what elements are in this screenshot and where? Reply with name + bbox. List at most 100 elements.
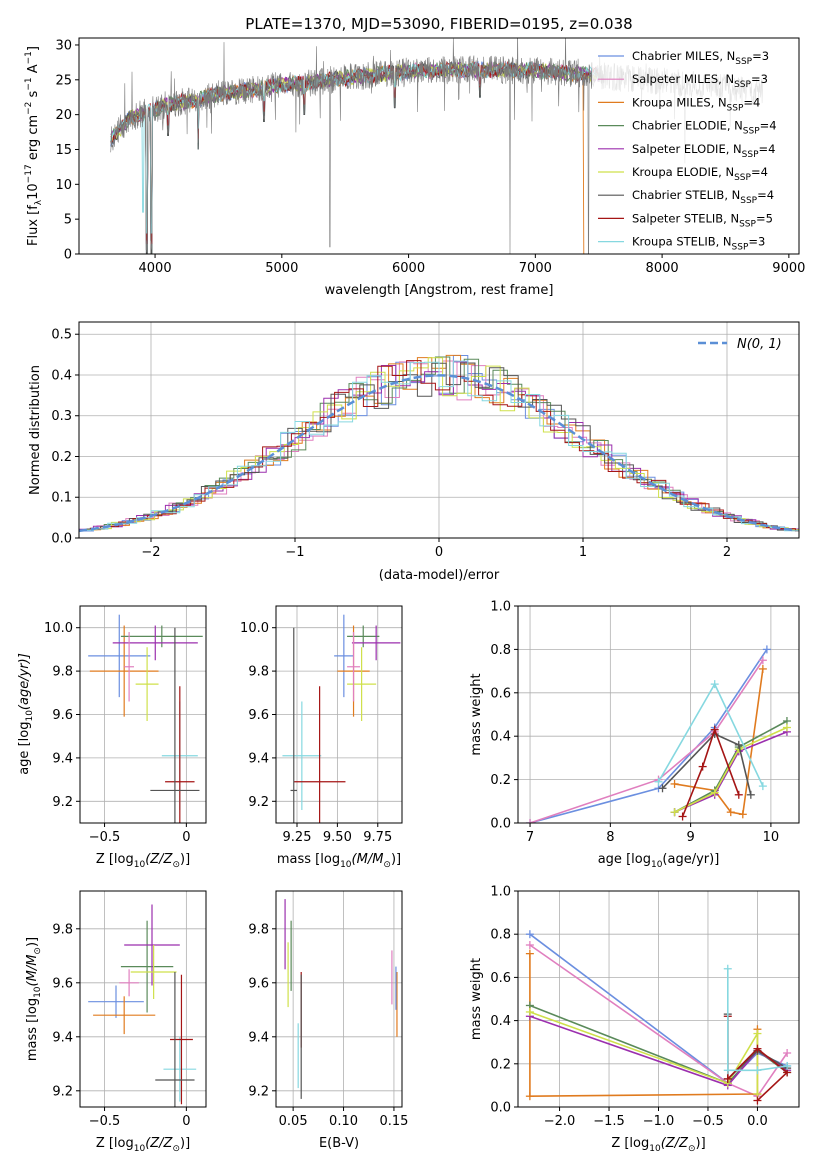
- x-axis-label: Z [log10​(Z/Z⊙​)]: [611, 1136, 705, 1154]
- x-axis-label-part: Z [log: [96, 1136, 134, 1151]
- tick-label-x: 9.25: [283, 830, 312, 845]
- tick-label-y: 9.6: [248, 708, 269, 723]
- plot-area-massweight-vs-Z: [525, 930, 792, 1105]
- y-axis-label-part: (age/yr)]: [17, 653, 32, 710]
- tick-label-y: 0.2: [490, 773, 511, 788]
- errorbar-point: [120, 920, 174, 1013]
- tick-label-y: 1.0: [490, 600, 511, 615]
- errorbar-point: [120, 625, 203, 648]
- tick-label-x: 7: [526, 830, 534, 845]
- legend-entry: Chabrier STELIB, NSSP​=4: [632, 188, 774, 206]
- tick-label-y: 9.4: [52, 1030, 73, 1045]
- model-line: [110, 60, 599, 244]
- series-line: [674, 731, 788, 813]
- axes-frame-mass-vs-EBV: 0.05 0.10 0.15 9.2 9.4 9.6 9.8 E(B-V): [248, 890, 408, 1151]
- tick-label-x: 1: [579, 545, 587, 560]
- legend-entry-part: SSP: [739, 219, 756, 229]
- series-line: [529, 648, 768, 823]
- legend-entry-part: Kroupa MILES, N: [632, 95, 727, 109]
- tick-label-y: 0: [64, 248, 72, 263]
- legend-entry-part: Salpeter STELIB, N: [632, 211, 739, 225]
- x-axis-label-part: ⊙: [688, 1144, 696, 1154]
- tick-label-x: 10: [763, 830, 780, 845]
- errorbar-point: [351, 625, 401, 661]
- y-axis-label-part: A: [26, 64, 41, 77]
- tick-label-x: 9000: [772, 261, 805, 276]
- series-marker: [678, 812, 687, 821]
- histogram-step: [89, 360, 799, 532]
- series-marker: [525, 1007, 534, 1016]
- series-line: [674, 720, 788, 813]
- tick-label-x: −2: [141, 545, 160, 560]
- x-axis-label-part: (data-model)/error: [379, 568, 500, 583]
- y-axis-label-part: (M/M: [25, 955, 40, 987]
- series-marker: [723, 1074, 732, 1083]
- tick-label-y: 9.4: [52, 751, 73, 766]
- tick-label-x: −0.5: [89, 1114, 121, 1129]
- axes-frame: [78, 37, 800, 255]
- tick-label-y: 9.2: [248, 795, 269, 810]
- series-line: [529, 1011, 759, 1094]
- tick-label-x: −1.0: [643, 1114, 675, 1129]
- tick-label-y: 25: [55, 73, 72, 88]
- legend-entry-part: Salpeter MILES, N: [632, 72, 734, 86]
- x-axis-label: Z [log10​(Z/Z⊙​)]: [96, 852, 190, 870]
- y-axis-label-part: Normed distribution: [28, 365, 43, 495]
- tick-label-y: 0.2: [490, 1057, 511, 1072]
- x-axis-label-part: (Z/Z: [661, 1136, 689, 1151]
- errorbar-point: [88, 985, 144, 1018]
- tick-label-x: 0.10: [329, 1114, 358, 1129]
- x-axis-label-part: E(B-V): [319, 1136, 359, 1151]
- x-axis-label-part: (age/yr)]: [662, 852, 719, 867]
- axes-massweight-vs-Z: −2.0 −1.5 −1.0 −0.5 0.0 0.0 0.2 0.4 0.6 0.8 1.0 Z […: [469, 885, 800, 1154]
- model-line: [110, 60, 599, 254]
- errorbar-point: [130, 945, 177, 999]
- tick-label-y: 5: [64, 213, 72, 228]
- errorbar-point: [163, 1036, 197, 1102]
- plot-area-age-vs-mass: [282, 614, 401, 823]
- errorbar-point: [135, 647, 159, 722]
- tick-label-x: 4000: [139, 261, 172, 276]
- series-line: [529, 944, 788, 1098]
- series-marker: [762, 645, 771, 654]
- tick-label-y: 9.2: [248, 1084, 269, 1099]
- axes-mass-vs-Z: −0.5 0 9.2 9.4 9.6 9.8 Z [log10​(Z/Z⊙​)] mass […: [25, 890, 207, 1154]
- y-axis-label-part: −2: [24, 102, 34, 115]
- tick-label-y: 0.2: [51, 450, 72, 465]
- tick-label-x: 8: [606, 830, 614, 845]
- errorbar-point: [347, 625, 380, 648]
- y-axis-label-part: 10: [25, 710, 35, 722]
- errorbar-point: [112, 625, 198, 661]
- model-line: [110, 61, 599, 244]
- tick-label-y: 9.8: [52, 922, 73, 937]
- legend: N(0, 1): [698, 337, 782, 352]
- x-axis-label-part: 10: [649, 1144, 661, 1154]
- series-marker: [525, 1092, 534, 1101]
- series-marker: [758, 782, 767, 791]
- tick-label-y: 1.0: [490, 885, 511, 900]
- model-line: [110, 61, 599, 254]
- legend-entry: Chabrier MILES, NSSP​=3: [632, 49, 769, 67]
- legend-entry-part: SSP: [740, 196, 757, 206]
- x-axis-label: Z [log10​(Z/Z⊙​)]: [96, 1136, 190, 1154]
- errorbar-point: [124, 904, 180, 986]
- tick-label-x: 5000: [265, 261, 298, 276]
- model-line: [110, 61, 599, 234]
- figure-title: PLATE=1370, MJD=53090, FIBERID=0195, z=0…: [245, 15, 632, 33]
- series-marker: [710, 680, 719, 689]
- legend-entry-part: SSP: [743, 127, 760, 137]
- tick-label-y: 0.0: [490, 1101, 511, 1116]
- tick-label-x: 0: [182, 830, 190, 845]
- axes-mass-vs-EBV: 0.05 0.10 0.15 9.2 9.4 9.6 9.8 E(B-V): [248, 890, 408, 1151]
- y-axis-label: mass [log10​(M/M⊙​)]: [25, 937, 43, 1061]
- series-marker: [783, 1061, 792, 1070]
- y-axis-label-part: mass weight: [469, 673, 484, 755]
- y-axis-label: Normed distribution: [28, 365, 43, 495]
- series-marker: [670, 779, 679, 788]
- errorbar-point: [88, 614, 151, 698]
- y-axis-label: Flux [fλ​10−17​ erg cm−2​ s−1​ A−1​]: [24, 46, 44, 246]
- x-axis-label-part: ⊙: [383, 860, 391, 870]
- legend-entry-part: SSP: [732, 243, 749, 253]
- errorbar-point: [150, 627, 200, 823]
- legend-entry: Salpeter STELIB, NSSP​=5: [632, 211, 773, 229]
